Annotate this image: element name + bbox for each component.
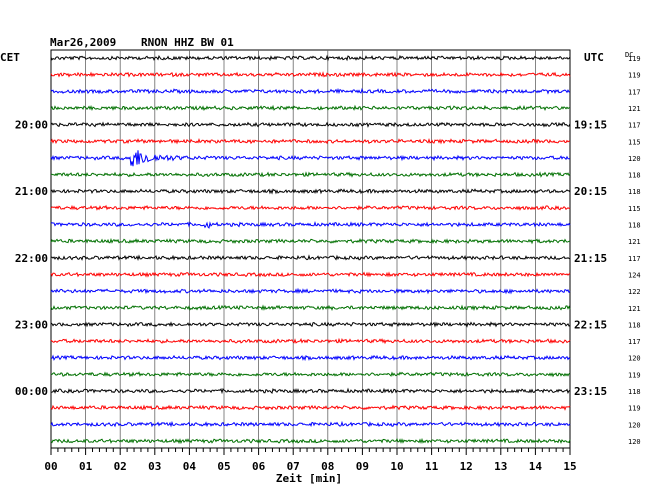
dc-offset-label: 117 (628, 338, 641, 346)
trace-row-22 (50, 420, 571, 428)
x-tick-label: 04 (183, 460, 197, 473)
trace-row-9 (50, 204, 571, 211)
trace-row-5 (50, 137, 571, 145)
dc-offset-label: 118 (628, 388, 641, 396)
trace-row-19 (50, 371, 571, 378)
trace-row-1 (50, 71, 571, 78)
trace-row-4 (50, 121, 571, 128)
trace-row-3 (50, 104, 571, 112)
x-tick-label: 02 (114, 460, 127, 473)
grid-lines (50, 49, 571, 449)
trace-row-10 (50, 221, 571, 229)
trace-row-21 (50, 404, 571, 411)
dc-offset-label: 118 (628, 172, 641, 180)
trace-row-2 (50, 87, 571, 95)
x-tick-label: 01 (79, 460, 93, 473)
trace-group (50, 54, 571, 445)
right-time-labels: 19:15 20:15 21:15 22:15 23:15 (574, 119, 607, 398)
date-label: Mar26,2009 (50, 36, 116, 49)
dc-offset-label: 118 (628, 321, 641, 329)
dc-offset-label: 120 (628, 155, 641, 163)
x-tick-label: 07 (287, 460, 300, 473)
x-tick-label: 03 (148, 460, 161, 473)
dc-offset-label: 122 (628, 288, 641, 296)
trace-row-23 (50, 437, 571, 445)
dc-offset-labels: 119 119 117 121 117 115 120 118 118 115 118 121 117 1… (628, 55, 641, 446)
x-tick-label: 10 (390, 460, 403, 473)
x-tick-label: 06 (252, 460, 266, 473)
left-time-label: 20:00 (15, 119, 48, 132)
trace-row-14 (50, 287, 571, 295)
dc-offset-label: 120 (628, 438, 641, 446)
dc-offset-label: 117 (628, 255, 641, 263)
dc-offset-label: 117 (628, 88, 641, 96)
trace-row-17 (50, 337, 571, 345)
dc-offset-label: 119 (628, 72, 641, 80)
dc-offset-label: 124 (628, 271, 641, 279)
x-tick-label: 15 (563, 460, 576, 473)
x-tick-label: 13 (494, 460, 507, 473)
dc-offset-label: 118 (628, 222, 641, 230)
right-time-label: 19:15 (574, 119, 607, 132)
dc-offset-label: 121 (628, 238, 641, 246)
trace-row-13 (50, 271, 571, 278)
x-axis: 00 01 02 03 04 05 06 07 08 09 10 11 12 13 14 15 (44, 448, 577, 473)
right-time-label: 23:15 (574, 385, 607, 398)
trace-row-0 (50, 54, 571, 62)
x-tick-label: 12 (460, 460, 473, 473)
trace-row-11 (50, 237, 571, 245)
dc-offset-label: 119 (628, 405, 641, 413)
x-axis-title: Zeit [min] (276, 472, 342, 485)
x-tick-label: 08 (321, 460, 334, 473)
left-timezone-label: CET (0, 51, 20, 64)
trace-row-12 (50, 254, 571, 262)
left-time-label: 22:00 (15, 252, 48, 265)
dc-header-label: DC (625, 51, 633, 59)
x-tick-label: 05 (217, 460, 230, 473)
dc-offset-label: 115 (628, 138, 641, 146)
right-time-label: 21:15 (574, 252, 607, 265)
dc-offset-label: 117 (628, 122, 641, 130)
trace-row-20 (50, 387, 571, 395)
dc-offset-label: 120 (628, 421, 641, 429)
trace-row-6 (50, 150, 571, 167)
trace-row-15 (50, 304, 571, 311)
left-time-label: 00:00 (15, 385, 48, 398)
trace-row-7 (51, 171, 571, 178)
dc-offset-label: 121 (628, 305, 641, 313)
trace-row-8 (50, 188, 571, 195)
x-tick-label: 14 (529, 460, 543, 473)
dc-offset-label: 119 (628, 371, 641, 379)
x-tick-label: 00 (44, 460, 57, 473)
left-time-labels: 20:00 21:00 22:00 23:00 00:00 (15, 119, 48, 398)
x-tick-label: 11 (425, 460, 439, 473)
dc-offset-label: 119 (628, 55, 641, 63)
left-time-label: 23:00 (15, 318, 48, 331)
x-tick-label: 09 (356, 460, 369, 473)
dc-offset-label: 121 (628, 105, 641, 113)
right-time-label: 20:15 (574, 185, 607, 198)
right-time-label: 22:15 (574, 318, 607, 331)
trace-row-16 (50, 321, 571, 328)
station-label: RNON HHZ BW 01 (141, 36, 234, 49)
right-timezone-label: UTC (584, 51, 604, 64)
trace-row-18 (51, 354, 571, 362)
dc-offset-label: 115 (628, 205, 641, 213)
dc-offset-label: 118 (628, 188, 641, 196)
left-time-label: 21:00 (15, 185, 48, 198)
dc-offset-label: 120 (628, 355, 641, 363)
plot-frame (50, 49, 571, 449)
